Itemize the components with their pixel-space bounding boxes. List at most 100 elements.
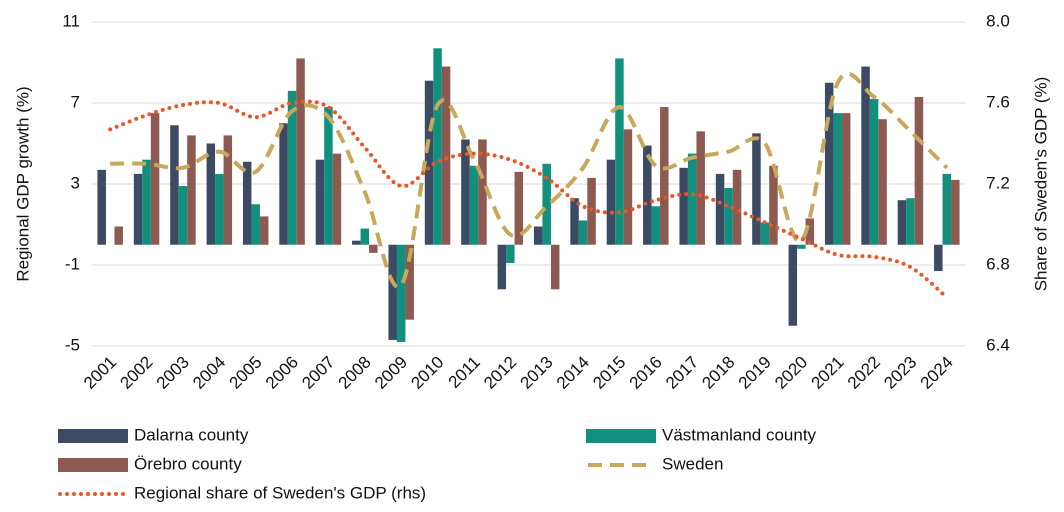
bar	[861, 66, 870, 245]
legend-label: Dalarna county	[134, 425, 249, 444]
bar	[287, 90, 297, 245]
bar	[97, 169, 106, 245]
x-tick-label: 2006	[262, 353, 302, 393]
bar	[251, 204, 260, 245]
y-tick-label: 11	[62, 11, 80, 30]
bar	[951, 179, 960, 245]
bar	[833, 113, 842, 245]
bar	[142, 159, 151, 245]
x-tick-label: 2023	[880, 353, 920, 393]
bar	[715, 173, 725, 245]
bar	[651, 206, 661, 245]
bar	[660, 107, 669, 245]
bar	[506, 244, 515, 263]
bar	[934, 244, 943, 272]
y-tick-label: -5	[65, 335, 80, 354]
bar	[223, 135, 233, 245]
bar	[942, 173, 952, 245]
bar	[687, 153, 697, 245]
bar	[279, 123, 288, 245]
x-tick-label: 2015	[589, 353, 629, 393]
bar	[150, 113, 160, 245]
bar	[296, 58, 305, 245]
bar	[869, 98, 879, 245]
bar	[752, 133, 761, 245]
line-series	[108, 99, 949, 300]
bar	[360, 228, 370, 245]
bar	[469, 165, 479, 245]
y2-tick-label: 6.4	[986, 335, 1010, 354]
x-tick-label: 2020	[771, 353, 811, 393]
bar	[478, 139, 487, 245]
x-tick-label: 2012	[480, 353, 520, 393]
x-tick-label: 2017	[662, 353, 702, 393]
x-tick-label: 2009	[371, 353, 411, 393]
bar	[570, 198, 579, 245]
x-tick-label: 2007	[298, 353, 338, 393]
bar	[215, 173, 224, 245]
bar	[424, 80, 434, 245]
bar	[805, 218, 815, 245]
x-tick-label: 2008	[335, 353, 375, 393]
legend-swatch	[58, 429, 128, 443]
bar	[788, 244, 798, 326]
bar	[405, 244, 414, 320]
y2-axis-label: Share of Sweden's GDP (%)	[1031, 77, 1050, 292]
x-tick-label: 2004	[189, 353, 229, 393]
y2-tick-label: 8.0	[986, 11, 1010, 30]
line-series	[110, 71, 949, 290]
bar	[696, 131, 705, 245]
y2-tick-label: 7.6	[986, 92, 1010, 111]
bar	[533, 226, 543, 245]
bar	[906, 198, 915, 245]
x-tick-label: 2001	[80, 353, 120, 393]
bar	[550, 244, 560, 290]
x-tick-label: 2022	[844, 353, 884, 393]
bar	[433, 48, 442, 245]
x-tick-label: 2002	[116, 353, 156, 393]
bar	[841, 113, 851, 245]
x-tick-label: 2024	[917, 353, 957, 393]
bar	[497, 244, 507, 290]
bar	[388, 244, 397, 340]
legend-swatch	[58, 458, 128, 472]
bar	[461, 139, 470, 245]
bar	[178, 186, 188, 245]
bar	[615, 58, 624, 245]
x-tick-label: 2010	[407, 353, 447, 393]
x-tick-label: 2019	[735, 353, 775, 393]
legend-label: Sweden	[662, 454, 723, 473]
bar	[369, 244, 378, 253]
bar	[332, 153, 342, 245]
bar	[897, 200, 907, 245]
bar	[170, 125, 179, 245]
bar	[206, 143, 216, 245]
bar	[396, 244, 406, 342]
bar	[352, 240, 361, 245]
bar	[324, 107, 333, 245]
bar	[259, 216, 269, 245]
bar	[797, 244, 806, 249]
bar	[623, 129, 633, 245]
legend-label: Västmanland county	[662, 425, 817, 444]
y2-tick-label: 7.2	[986, 173, 1010, 192]
bar	[242, 161, 252, 245]
x-tick-label: 2016	[626, 353, 666, 393]
bar	[606, 159, 616, 245]
legend-label: Regional share of Sweden's GDP (rhs)	[134, 483, 426, 502]
bar	[724, 188, 733, 245]
bar	[732, 169, 742, 245]
bar	[542, 163, 551, 245]
x-tick-label: 2018	[698, 353, 738, 393]
bar	[441, 66, 451, 245]
bar	[114, 226, 123, 245]
bar	[133, 173, 143, 245]
x-tick-label: 2021	[808, 353, 848, 393]
legend-swatch	[586, 429, 656, 443]
bar	[914, 96, 924, 245]
y-axis-label: Regional GDP growth (%)	[13, 86, 32, 281]
bar	[514, 171, 524, 245]
bar	[643, 145, 652, 245]
x-tick-label: 2013	[517, 353, 557, 393]
